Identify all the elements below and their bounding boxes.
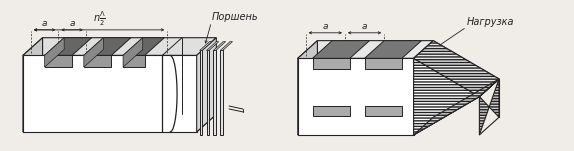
Polygon shape xyxy=(197,38,216,132)
Polygon shape xyxy=(479,79,499,135)
Polygon shape xyxy=(220,50,223,135)
Polygon shape xyxy=(23,38,42,132)
Polygon shape xyxy=(312,106,350,116)
Polygon shape xyxy=(23,55,197,132)
Polygon shape xyxy=(298,117,433,135)
Polygon shape xyxy=(479,79,499,97)
Text: a: a xyxy=(69,19,75,28)
Polygon shape xyxy=(220,42,232,50)
Polygon shape xyxy=(23,114,216,132)
Polygon shape xyxy=(414,58,479,135)
Polygon shape xyxy=(414,58,479,135)
Text: Поршень: Поршень xyxy=(211,12,258,22)
Polygon shape xyxy=(123,38,143,67)
Polygon shape xyxy=(414,79,499,135)
Polygon shape xyxy=(45,38,64,67)
Polygon shape xyxy=(214,42,226,50)
Polygon shape xyxy=(214,50,216,135)
Polygon shape xyxy=(45,55,72,67)
Text: $n\frac{\Lambda}{2}$: $n\frac{\Lambda}{2}$ xyxy=(92,10,106,28)
Polygon shape xyxy=(23,38,216,55)
Polygon shape xyxy=(207,42,219,50)
Polygon shape xyxy=(207,50,209,135)
Polygon shape xyxy=(298,41,433,58)
Polygon shape xyxy=(414,79,499,135)
Polygon shape xyxy=(84,38,103,67)
Polygon shape xyxy=(414,41,499,97)
Polygon shape xyxy=(84,38,131,55)
Polygon shape xyxy=(364,58,402,69)
Text: a: a xyxy=(323,22,328,31)
Polygon shape xyxy=(84,55,111,67)
Polygon shape xyxy=(123,55,145,67)
Polygon shape xyxy=(200,42,212,50)
Polygon shape xyxy=(312,41,370,58)
Text: a: a xyxy=(42,19,47,28)
Polygon shape xyxy=(298,41,317,135)
Polygon shape xyxy=(364,106,402,116)
Text: a: a xyxy=(362,22,367,31)
Polygon shape xyxy=(312,58,350,69)
Polygon shape xyxy=(414,41,499,97)
Polygon shape xyxy=(45,38,92,55)
Polygon shape xyxy=(364,41,421,58)
Polygon shape xyxy=(298,58,414,135)
Polygon shape xyxy=(200,50,202,135)
Text: Нагрузка: Нагрузка xyxy=(467,17,514,27)
Polygon shape xyxy=(123,38,164,55)
